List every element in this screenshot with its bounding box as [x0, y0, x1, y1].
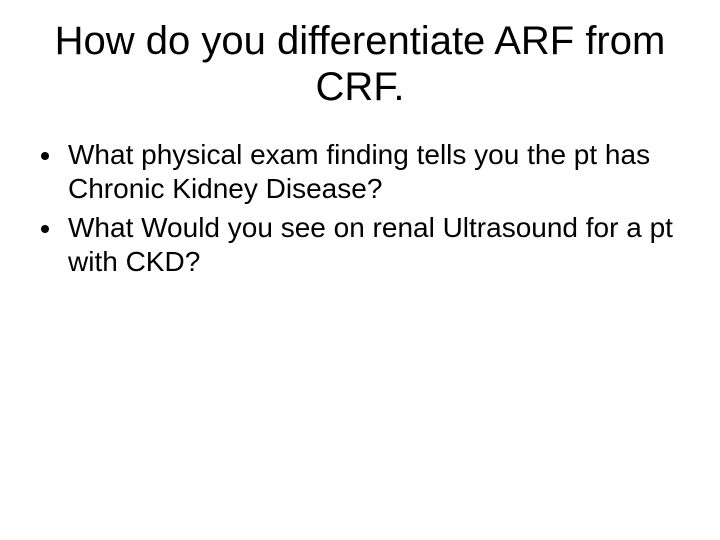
list-item: What Would you see on renal Ultrasound f…: [64, 211, 684, 278]
bullet-list: What physical exam finding tells you the…: [36, 138, 684, 278]
slide: How do you differentiate ARF from CRF. W…: [0, 0, 720, 540]
list-item: What physical exam finding tells you the…: [64, 138, 684, 205]
slide-title: How do you differentiate ARF from CRF.: [36, 18, 684, 110]
